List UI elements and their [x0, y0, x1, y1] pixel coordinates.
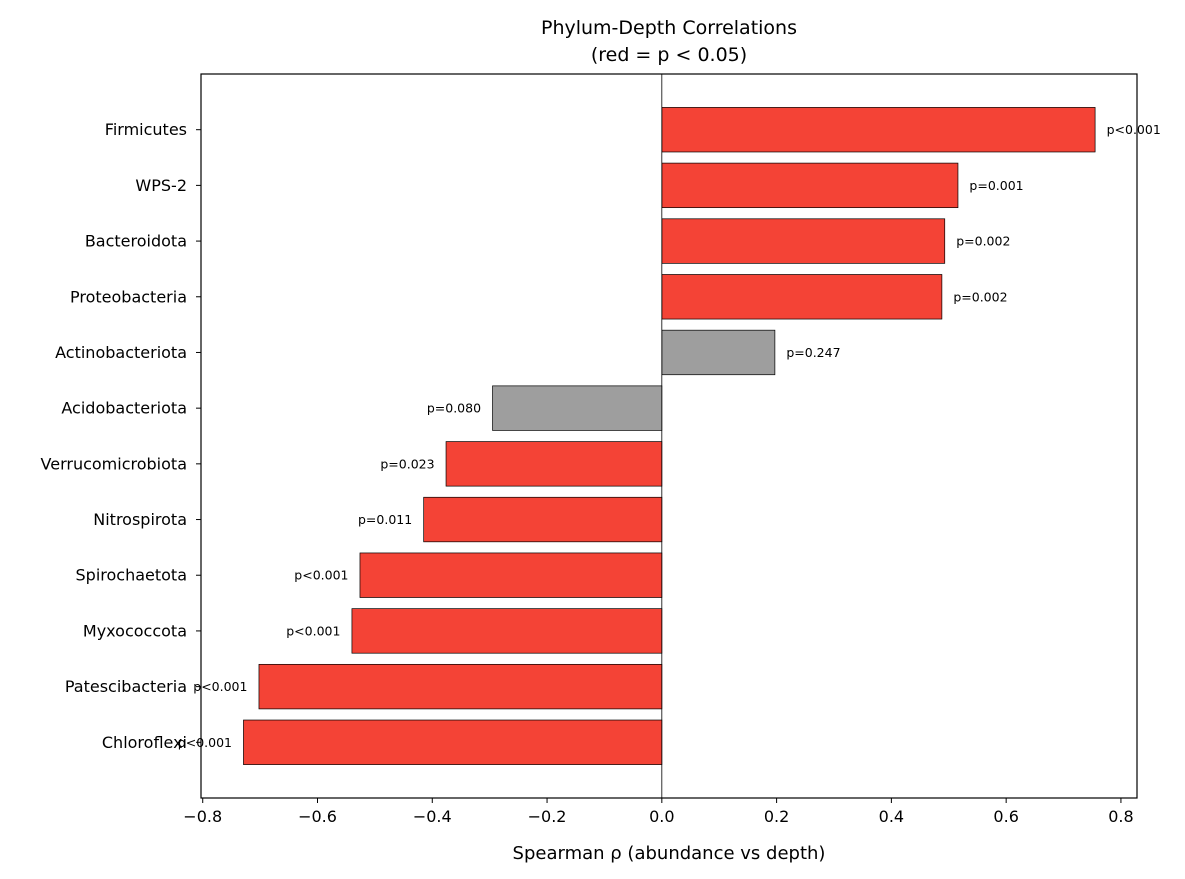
p-value-label: p=0.247	[786, 345, 840, 360]
p-value-label: p<0.001	[294, 568, 348, 583]
chart-title: Phylum-Depth Correlations	[541, 17, 797, 39]
p-value-label: p=0.023	[380, 456, 434, 471]
x-tick-label: −0.6	[298, 807, 337, 826]
bar-acidobacteriota	[492, 385, 663, 431]
p-value-label: p=0.080	[427, 401, 481, 416]
y-tick-label: Firmicutes	[105, 120, 187, 139]
p-value-label: p=0.002	[953, 289, 1007, 304]
x-tick-label: −0.4	[413, 807, 452, 826]
p-value-label: p<0.001	[193, 679, 247, 694]
x-tick-label: 0.4	[879, 807, 904, 826]
y-tick-label: Bacteroidota	[85, 232, 187, 251]
bar-bacteroidota	[661, 218, 946, 264]
p-value-label: p=0.001	[969, 178, 1023, 193]
x-tick-label: −0.2	[528, 807, 567, 826]
p-value-label: p<0.001	[1107, 122, 1161, 137]
plot-frame	[200, 73, 1138, 799]
x-tick-label: 0.8	[1108, 807, 1133, 826]
bar-verrucomicrobiota	[445, 441, 663, 487]
x-tick-label: 0.6	[993, 807, 1018, 826]
chart-subtitle: (red = p < 0.05)	[591, 44, 747, 66]
y-tick-label: Nitrospirota	[93, 510, 187, 529]
bar-spirochaetota	[359, 552, 663, 598]
y-tick-label: Acidobacteriota	[61, 399, 187, 418]
p-value-label: p<0.001	[286, 623, 340, 638]
bar-myxococcota	[351, 608, 663, 654]
p-value-label: p<0.001	[178, 735, 232, 750]
bar-actinobacteriota	[661, 329, 776, 376]
x-tick-label: 0.2	[764, 807, 789, 826]
bar-wps-2	[661, 162, 959, 209]
y-tick-label: Proteobacteria	[70, 287, 187, 306]
p-value-label: p=0.011	[358, 512, 412, 527]
y-tick-label: Patescibacteria	[65, 677, 187, 696]
bar-nitrospirota	[423, 496, 663, 543]
x-tick-label: −0.8	[183, 807, 222, 826]
y-tick-label: Myxococcota	[83, 621, 187, 640]
y-tick-label: Chloroflexi	[102, 733, 187, 752]
y-tick-label: WPS-2	[135, 176, 187, 195]
bar-patescibacteria	[258, 663, 663, 710]
bar-firmicutes	[661, 107, 1096, 153]
bar-chloroflexi	[243, 719, 663, 765]
x-tick-label: 0.0	[649, 807, 674, 826]
y-tick-label: Actinobacteriota	[55, 343, 187, 362]
y-tick-label: Spirochaetota	[76, 566, 188, 585]
bar-proteobacteria	[661, 274, 943, 320]
x-axis-label: Spearman ρ (abundance vs depth)	[513, 843, 826, 864]
p-value-label: p=0.002	[956, 234, 1010, 249]
y-tick-label: Verrucomicrobiota	[41, 454, 187, 473]
